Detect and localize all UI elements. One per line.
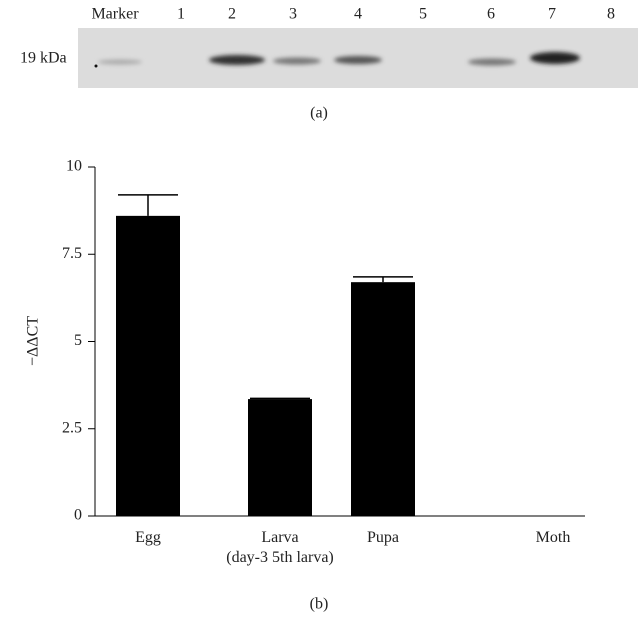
x-tick-label: Moth <box>536 529 571 546</box>
figure: 19 kDa (a) (b) −ΔΔCT Marker 1 2 3 4 5 6 7 8 0 2.5 5… <box>0 0 638 621</box>
y-axis-label: −ΔΔCT <box>25 316 42 366</box>
error-bar <box>118 195 178 216</box>
lane-label: 6 <box>487 6 495 23</box>
x-tick-label: Larva(day-3 5th larva) <box>226 529 334 566</box>
panel-caption: (b) <box>310 596 329 613</box>
bar <box>351 282 415 516</box>
y-tick-label: 5 <box>74 332 82 349</box>
y-tick-label: 7.5 <box>62 245 82 262</box>
y-tick-label: 10 <box>66 158 82 175</box>
y-tick-label: 0 <box>74 507 82 524</box>
lane-label: 1 <box>177 6 185 23</box>
lane-label: 2 <box>228 6 236 23</box>
y-tick-label: 2.5 <box>62 419 82 436</box>
error-bar <box>353 277 413 282</box>
lane-label: 3 <box>289 6 297 23</box>
panel-caption: (a) <box>310 105 328 122</box>
lane-label: 8 <box>607 6 615 23</box>
error-bar <box>250 398 310 399</box>
blot-speck <box>95 65 98 68</box>
marker-size-label: 19 kDa <box>20 50 67 67</box>
bar <box>248 399 312 516</box>
lane-label: 7 <box>548 6 556 23</box>
x-tick-label: Pupa <box>367 529 399 546</box>
lane-label: Marker <box>91 6 139 23</box>
lane-label: 4 <box>354 6 362 23</box>
x-tick-label: Egg <box>135 529 161 546</box>
lane-label: 5 <box>419 6 427 23</box>
bar <box>116 216 180 516</box>
